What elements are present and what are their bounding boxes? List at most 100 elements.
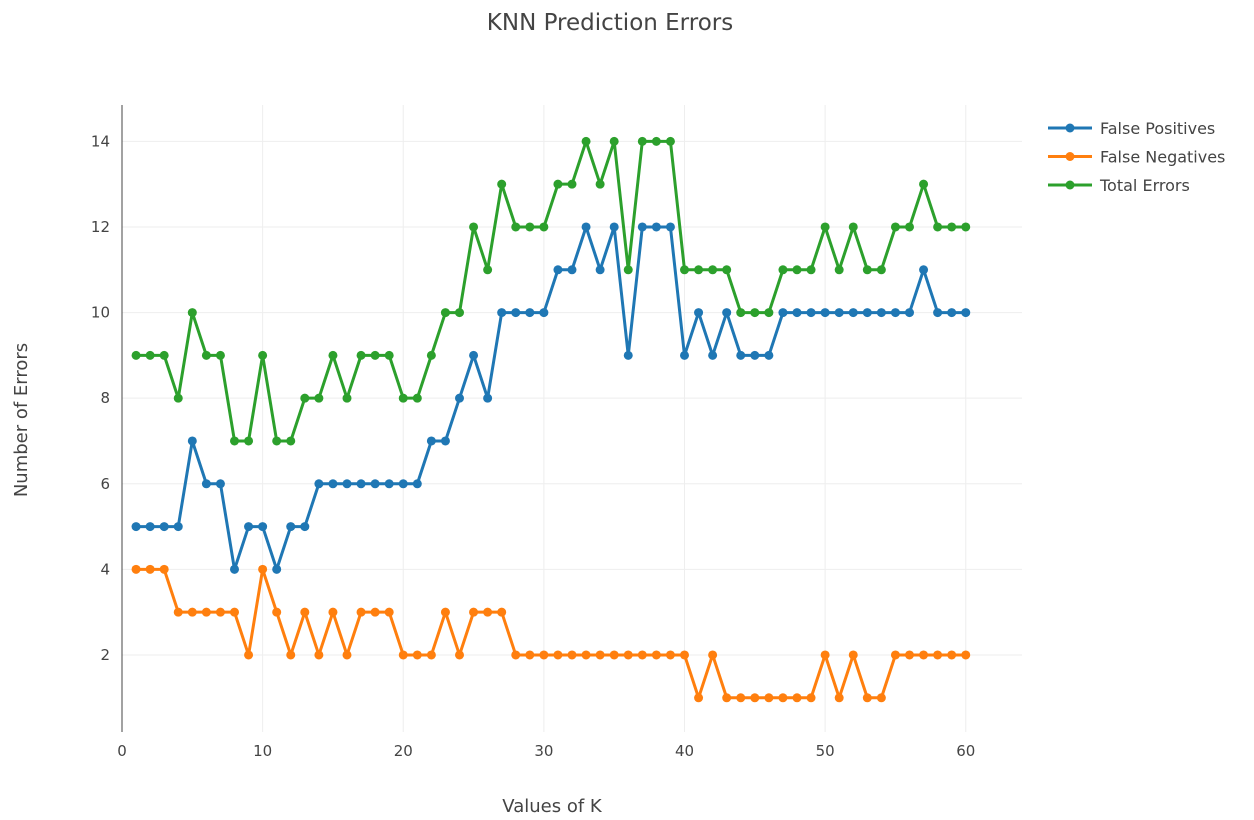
data-point — [862, 693, 872, 703]
data-point — [525, 308, 535, 318]
data-point — [905, 650, 914, 660]
data-point — [201, 607, 211, 617]
data-point — [314, 650, 324, 660]
data-point — [173, 522, 183, 532]
legend-item[interactable]: False Positives — [1048, 119, 1215, 138]
data-point — [272, 607, 282, 617]
data-point — [792, 693, 802, 703]
data-point — [595, 179, 605, 189]
y-tick-label: 12 — [91, 218, 110, 236]
data-point — [750, 350, 760, 360]
data-point — [159, 564, 169, 574]
data-point — [792, 265, 802, 275]
data-point — [722, 265, 732, 275]
data-point — [595, 265, 605, 275]
legend-item[interactable]: False Negatives — [1048, 148, 1225, 167]
data-point — [567, 179, 577, 189]
data-point — [890, 650, 900, 660]
data-point — [328, 479, 338, 489]
data-point — [848, 222, 858, 232]
data-point — [820, 308, 830, 318]
data-point — [258, 522, 268, 532]
data-point — [750, 308, 760, 318]
data-point — [511, 222, 521, 232]
data-point — [637, 650, 647, 660]
data-point — [539, 650, 549, 660]
data-point — [820, 650, 830, 660]
data-point — [244, 436, 254, 446]
data-point — [919, 650, 929, 660]
data-point — [694, 265, 704, 275]
data-point — [244, 650, 254, 660]
data-point — [694, 693, 704, 703]
series-1 — [131, 222, 971, 574]
data-point — [806, 308, 816, 318]
data-point — [680, 265, 689, 275]
data-point — [440, 436, 450, 446]
data-point — [722, 693, 732, 703]
data-point — [778, 693, 788, 703]
data-point — [905, 222, 914, 232]
data-point — [131, 350, 141, 360]
y-tick-label: 2 — [100, 646, 110, 664]
data-point — [230, 436, 239, 446]
data-point — [469, 350, 479, 360]
series — [131, 136, 971, 703]
data-point — [356, 607, 366, 617]
data-point — [722, 308, 732, 318]
data-point — [581, 650, 591, 660]
data-point — [258, 564, 268, 574]
data-point — [567, 265, 577, 275]
data-point — [933, 650, 943, 660]
data-point — [525, 222, 535, 232]
data-point — [876, 693, 886, 703]
data-point — [890, 308, 900, 318]
data-point — [455, 393, 464, 403]
data-point — [665, 222, 675, 232]
data-point — [806, 265, 816, 275]
data-point — [736, 350, 746, 360]
data-point — [398, 393, 408, 403]
data-point — [215, 479, 225, 489]
data-point — [736, 308, 746, 318]
data-point — [497, 179, 507, 189]
data-point — [469, 607, 479, 617]
data-point — [750, 693, 760, 703]
data-point — [708, 650, 718, 660]
data-point — [919, 265, 929, 275]
data-point — [187, 436, 197, 446]
data-point — [651, 136, 661, 146]
data-point — [483, 607, 493, 617]
data-point — [694, 308, 704, 318]
legend-item[interactable]: Total Errors — [1048, 176, 1190, 195]
data-point — [215, 607, 225, 617]
data-point — [806, 693, 816, 703]
data-point — [412, 650, 422, 660]
data-point — [947, 650, 957, 660]
data-point — [595, 650, 605, 660]
data-point — [708, 265, 718, 275]
data-point — [455, 650, 464, 660]
data-point — [609, 222, 619, 232]
data-point — [440, 308, 450, 318]
data-point — [511, 650, 521, 660]
data-point — [848, 650, 858, 660]
data-point — [131, 522, 141, 532]
x-tick-label: 10 — [253, 742, 272, 760]
data-point — [553, 179, 563, 189]
data-point — [159, 350, 169, 360]
data-point — [581, 136, 591, 146]
data-point — [511, 308, 521, 318]
data-point — [412, 479, 422, 489]
data-point — [300, 522, 310, 532]
data-point — [567, 650, 577, 660]
legend[interactable]: False Positives False Negatives Total Erro… — [1048, 119, 1225, 195]
series-2 — [131, 564, 971, 703]
data-point — [244, 522, 254, 532]
data-point — [539, 222, 549, 232]
data-point — [553, 650, 563, 660]
data-point — [961, 308, 971, 318]
legend-swatch-marker — [1065, 152, 1075, 161]
data-point — [525, 650, 535, 660]
